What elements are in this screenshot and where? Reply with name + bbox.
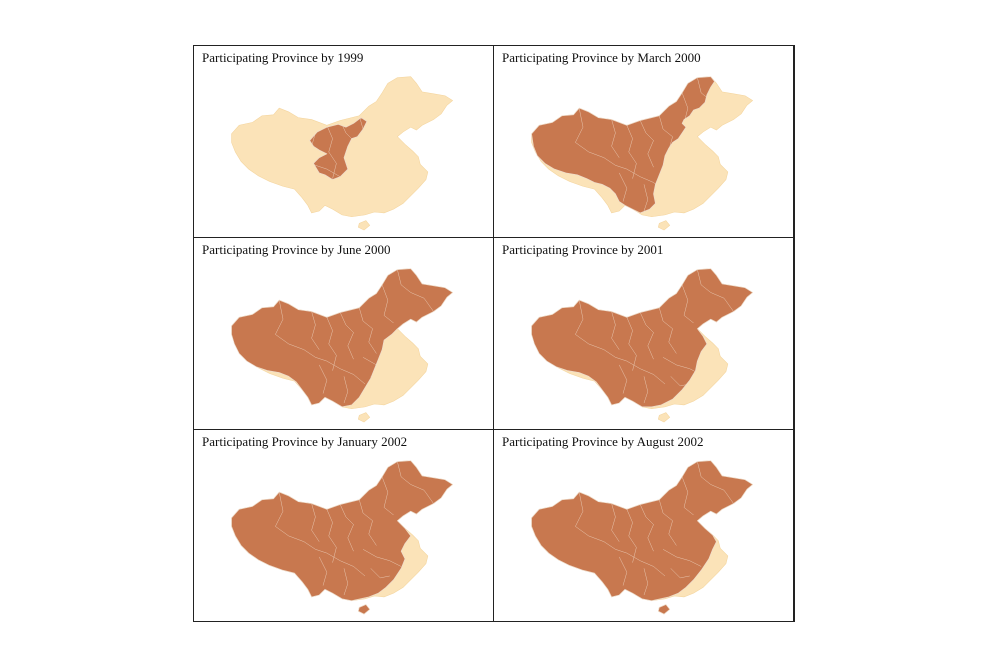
province-boundary — [362, 549, 402, 567]
province-boundary — [619, 172, 628, 202]
participating-region — [231, 268, 453, 408]
province-boundary — [370, 568, 390, 579]
province-boundary — [343, 568, 349, 596]
province-boundary — [311, 311, 320, 350]
province-boundary — [326, 509, 337, 563]
province-boundary — [311, 503, 320, 542]
province-boundary — [359, 117, 367, 162]
province-boundary — [639, 504, 654, 552]
china-map-january-2002 — [231, 460, 454, 615]
map-grid: Participating Province by 1999 Participa… — [193, 45, 795, 622]
province-boundary — [603, 157, 666, 193]
province-boundary — [681, 284, 694, 324]
china-map-march-2000 — [531, 76, 754, 231]
province-boundary — [381, 284, 394, 324]
province-boundary — [381, 476, 394, 516]
participating-region — [309, 117, 368, 180]
panel-march-2000: Participating Province by March 2000 — [493, 45, 794, 238]
province-boundary — [619, 556, 628, 586]
province-boundary — [397, 461, 434, 504]
province-boundary — [319, 364, 328, 394]
panel-title: Participating Province by January 2002 — [202, 434, 408, 449]
province-boundary — [643, 376, 649, 404]
province-boundary — [359, 499, 377, 546]
province-boundary — [326, 317, 337, 371]
china-map-1999 — [231, 76, 454, 231]
panel-title: Participating Province by June 2000 — [202, 242, 391, 257]
province-boundary — [697, 461, 734, 504]
province-boundary — [626, 509, 637, 563]
panel-title: Participating Province by August 2002 — [502, 434, 704, 449]
province-boundary — [611, 311, 620, 350]
province-boundary — [670, 568, 690, 579]
province-boundary — [326, 125, 337, 179]
province-boundary — [643, 568, 649, 596]
participating-region — [531, 268, 753, 408]
province-boundary — [575, 108, 605, 158]
hainan-island — [657, 412, 671, 423]
province-boundary — [359, 307, 377, 354]
participating-region — [531, 460, 753, 602]
hainan-island — [357, 220, 371, 231]
participating-region — [531, 76, 715, 214]
panel-june-2000: Participating Province by June 2000 — [193, 237, 494, 430]
province-boundary — [275, 492, 305, 542]
province-boundaries — [575, 461, 734, 596]
province-boundary — [343, 376, 349, 404]
participating-region — [231, 460, 453, 602]
china-map-august-2002 — [531, 460, 754, 615]
province-boundary — [626, 125, 637, 179]
province-boundary — [626, 317, 637, 371]
province-boundary — [659, 499, 677, 546]
panel-1999: Participating Province by 1999 — [193, 45, 494, 238]
province-boundary — [639, 312, 654, 360]
china-map-june-2000 — [231, 268, 454, 423]
province-boundary — [643, 184, 649, 212]
panel-january-2002: Participating Province by January 2002 — [193, 429, 494, 622]
province-boundary — [303, 349, 366, 385]
province-boundary — [662, 549, 702, 567]
province-boundary — [339, 504, 354, 552]
province-boundary — [611, 119, 620, 158]
province-boundary — [639, 120, 654, 168]
participating-region — [657, 604, 671, 615]
panel-title: Participating Province by 2001 — [502, 242, 664, 257]
province-boundary — [681, 476, 694, 516]
province-boundary — [397, 269, 434, 312]
panel-august-2002: Participating Province by August 2002 — [493, 429, 794, 622]
province-boundary — [697, 269, 734, 312]
province-boundary — [659, 307, 677, 354]
hainan-island — [357, 412, 371, 423]
panel-title: Participating Province by March 2000 — [502, 50, 701, 65]
province-boundary — [619, 364, 628, 394]
province-boundary — [575, 300, 605, 350]
province-boundary — [303, 541, 366, 577]
panel-title: Participating Province by 1999 — [202, 50, 364, 65]
panel-2001: Participating Province by 2001 — [493, 237, 794, 430]
province-boundary — [275, 300, 305, 350]
hainan-island — [657, 220, 671, 231]
province-boundary — [603, 349, 666, 385]
province-boundary — [611, 503, 620, 542]
china-map-2001 — [531, 268, 754, 423]
province-boundary — [603, 541, 666, 577]
province-boundary — [575, 492, 605, 542]
province-boundary — [339, 312, 354, 360]
province-boundaries — [275, 461, 434, 596]
participating-region — [357, 604, 371, 615]
province-boundary — [319, 556, 328, 586]
